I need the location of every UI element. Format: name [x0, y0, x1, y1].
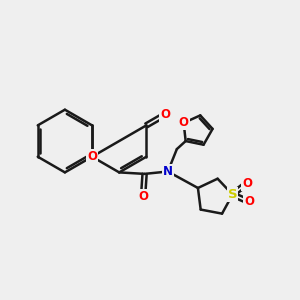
Text: S: S [228, 188, 237, 201]
Text: O: O [87, 150, 97, 163]
Text: O: O [244, 195, 254, 208]
Text: O: O [242, 177, 252, 190]
Text: O: O [138, 190, 148, 203]
Text: O: O [160, 108, 170, 121]
Text: N: N [163, 165, 173, 178]
Text: O: O [178, 116, 189, 129]
